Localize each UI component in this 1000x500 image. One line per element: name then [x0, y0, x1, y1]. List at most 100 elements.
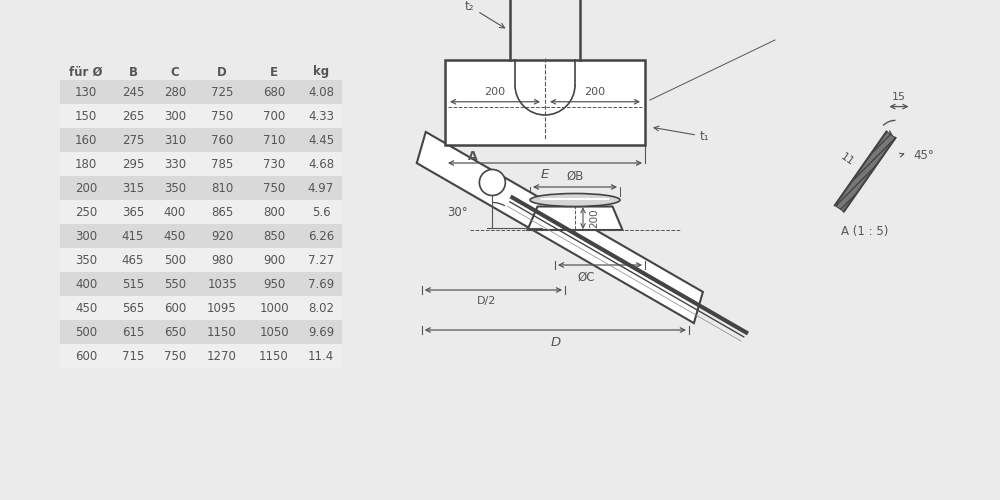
Text: 150: 150: [75, 110, 97, 122]
Text: D/2: D/2: [477, 296, 496, 306]
Text: D: D: [217, 66, 227, 78]
Text: D: D: [550, 336, 560, 349]
Text: 11: 11: [839, 152, 856, 168]
Text: 760: 760: [211, 134, 233, 146]
Text: 650: 650: [164, 326, 186, 338]
Text: 4.68: 4.68: [308, 158, 334, 170]
Bar: [60, 128, 342, 152]
Text: 500: 500: [164, 254, 186, 266]
Text: 250: 250: [75, 206, 97, 218]
Text: 280: 280: [164, 86, 186, 98]
Text: 550: 550: [164, 278, 186, 290]
Text: 600: 600: [75, 350, 97, 362]
Text: 15: 15: [892, 92, 906, 102]
Text: 200: 200: [584, 87, 606, 97]
Text: 450: 450: [75, 302, 97, 314]
Text: 200: 200: [484, 87, 506, 97]
Text: 700: 700: [263, 110, 285, 122]
Bar: [60, 272, 342, 296]
Text: 710: 710: [263, 134, 285, 146]
Text: t₂: t₂: [465, 0, 505, 28]
Bar: [60, 152, 342, 176]
Text: 7.27: 7.27: [308, 254, 334, 266]
Text: 130: 130: [75, 86, 97, 98]
Text: 1270: 1270: [207, 350, 237, 362]
Text: 1000: 1000: [259, 302, 289, 314]
Text: 45°: 45°: [913, 150, 934, 162]
Text: 750: 750: [263, 182, 285, 194]
Polygon shape: [417, 132, 703, 323]
Text: 800: 800: [263, 206, 285, 218]
Text: 400: 400: [75, 278, 97, 290]
Text: 850: 850: [263, 230, 285, 242]
Text: 810: 810: [211, 182, 233, 194]
Text: 715: 715: [122, 350, 144, 362]
Bar: [60, 176, 342, 200]
Text: t₁: t₁: [654, 126, 710, 143]
Text: 5.6: 5.6: [312, 206, 330, 218]
Bar: [60, 296, 342, 320]
Text: 1050: 1050: [259, 326, 289, 338]
Text: 750: 750: [164, 350, 186, 362]
Text: für Ø: für Ø: [69, 66, 103, 78]
Text: 245: 245: [122, 86, 144, 98]
Bar: [445, 60, 645, 145]
Text: 450: 450: [164, 230, 186, 242]
Text: 950: 950: [263, 278, 285, 290]
Polygon shape: [528, 206, 622, 230]
Text: 4.45: 4.45: [308, 134, 334, 146]
Ellipse shape: [530, 194, 620, 206]
Text: 415: 415: [122, 230, 144, 242]
Text: E: E: [541, 168, 549, 181]
Bar: [60, 200, 342, 224]
Text: 160: 160: [75, 134, 97, 146]
Text: 4.08: 4.08: [308, 86, 334, 98]
Text: 30°: 30°: [447, 206, 468, 219]
Text: 275: 275: [122, 134, 144, 146]
Polygon shape: [835, 132, 895, 212]
Text: 565: 565: [122, 302, 144, 314]
Text: kg: kg: [313, 66, 329, 78]
Bar: [60, 80, 342, 104]
Text: E: E: [270, 66, 278, 78]
Text: 615: 615: [122, 326, 144, 338]
Text: 200: 200: [589, 208, 599, 228]
Text: 315: 315: [122, 182, 144, 194]
Text: 920: 920: [211, 230, 233, 242]
Text: 680: 680: [263, 86, 285, 98]
Text: 8.02: 8.02: [308, 302, 334, 314]
Text: 300: 300: [75, 230, 97, 242]
Text: 295: 295: [122, 158, 144, 170]
Text: 300: 300: [164, 110, 186, 122]
Text: 11.4: 11.4: [308, 350, 334, 362]
Text: 330: 330: [164, 158, 186, 170]
Text: ØB: ØB: [566, 170, 584, 183]
Bar: [60, 344, 342, 368]
Text: 400: 400: [164, 206, 186, 218]
Text: 265: 265: [122, 110, 144, 122]
Bar: [60, 104, 342, 128]
Text: 6.26: 6.26: [308, 230, 334, 242]
Text: 465: 465: [122, 254, 144, 266]
Text: 350: 350: [164, 182, 186, 194]
Bar: [60, 224, 342, 248]
Text: A (1 : 5): A (1 : 5): [841, 225, 889, 238]
Text: ØC: ØC: [578, 271, 595, 284]
Text: 1150: 1150: [259, 350, 289, 362]
Text: 180: 180: [75, 158, 97, 170]
Text: 600: 600: [164, 302, 186, 314]
Text: A: A: [468, 150, 477, 162]
Text: 865: 865: [211, 206, 233, 218]
Text: 785: 785: [211, 158, 233, 170]
Text: 4.33: 4.33: [308, 110, 334, 122]
Text: 515: 515: [122, 278, 144, 290]
Text: B: B: [128, 66, 138, 78]
Text: C: C: [171, 66, 179, 78]
Text: 980: 980: [211, 254, 233, 266]
Text: 1035: 1035: [207, 278, 237, 290]
Text: 900: 900: [263, 254, 285, 266]
Text: 725: 725: [211, 86, 233, 98]
Text: 1150: 1150: [207, 326, 237, 338]
Text: 310: 310: [164, 134, 186, 146]
Text: 4.97: 4.97: [308, 182, 334, 194]
